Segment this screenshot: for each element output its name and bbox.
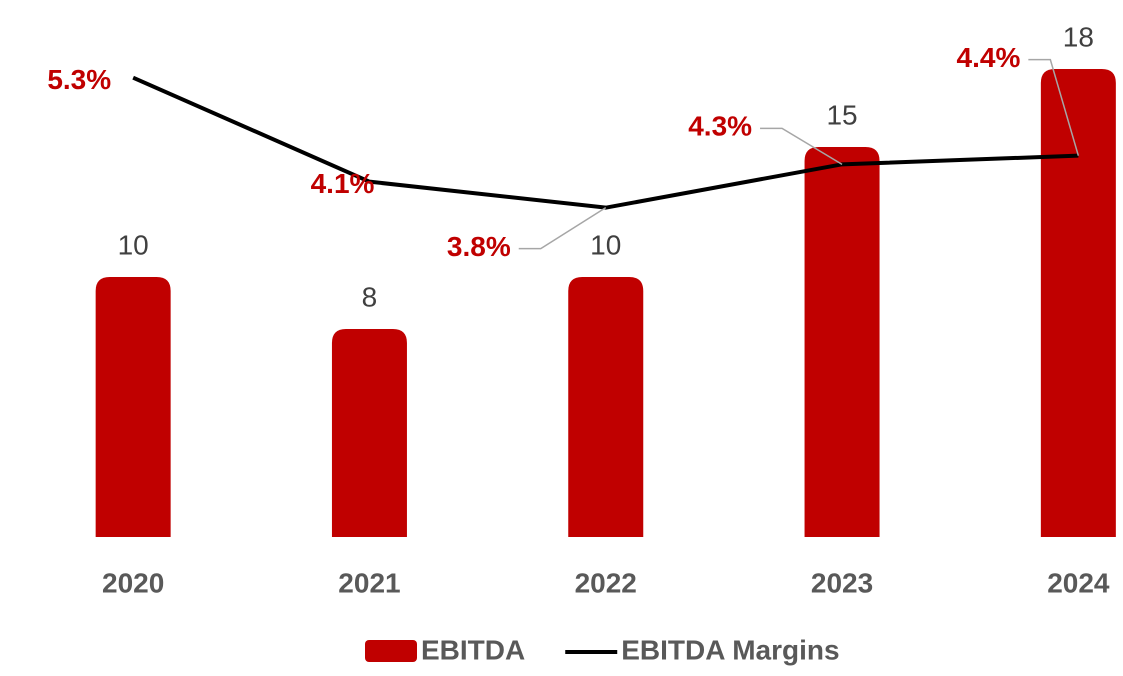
x-tick-label: 2023: [811, 567, 873, 598]
leader-line: [1028, 58, 1080, 156]
legend-label: EBITDA Margins: [621, 634, 839, 665]
legend-swatch: [365, 640, 417, 662]
bar-value-label: 10: [118, 229, 149, 260]
line-value-label: 3.8%: [447, 231, 511, 262]
bar-value-label: 18: [1063, 21, 1094, 52]
bar-value-label: 10: [590, 229, 621, 260]
bar: [331, 329, 407, 537]
line: [132, 75, 1079, 210]
x-tick-label: 2024: [1047, 567, 1110, 598]
bar-value-label: 15: [826, 99, 857, 130]
line-value-label: 4.1%: [311, 168, 375, 199]
x-tick-label: 2021: [338, 567, 400, 598]
bar: [568, 277, 644, 537]
leader-line: [518, 207, 607, 250]
bar: [804, 147, 880, 537]
bar-value-label: 8: [362, 281, 378, 312]
line-value-label: 4.3%: [688, 111, 752, 142]
leader-line: [760, 127, 843, 165]
x-tick-label: 2020: [102, 567, 164, 598]
line-value-label: 4.4%: [957, 42, 1021, 73]
legend-label: EBITDA: [421, 634, 525, 665]
bar: [95, 277, 171, 537]
bar: [1040, 69, 1116, 537]
line-value-label: 5.3%: [47, 64, 111, 95]
x-tick-label: 2022: [575, 567, 637, 598]
